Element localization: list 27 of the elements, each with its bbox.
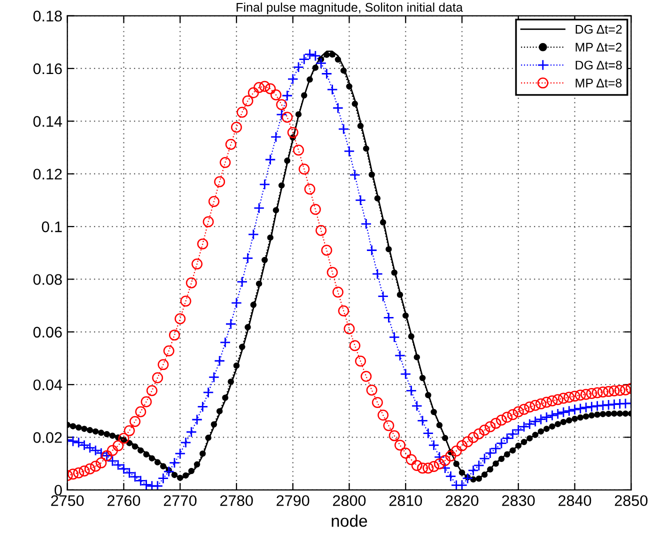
x-tick-label: 2750	[51, 495, 84, 506]
x-tick-label: 2760	[108, 495, 140, 506]
y-tick-label: 0.04	[33, 379, 62, 390]
x-tick-label: 2800	[333, 495, 366, 506]
y-tick-label: 0.1	[42, 221, 62, 232]
x-tick-label: 2820	[446, 495, 478, 506]
y-tick-label: 0.08	[33, 274, 62, 285]
y-tick-label: 0.16	[33, 63, 62, 74]
legend-label: DG Δt=8	[576, 60, 622, 70]
x-tick-label: 2850	[614, 495, 648, 506]
legend-label: MP Δt=2	[576, 42, 622, 52]
x-tick-label: 2840	[558, 495, 592, 506]
x-tick-label: 2830	[502, 495, 535, 506]
y-tick-label: 0.12	[33, 168, 62, 180]
x-tick-label: 2790	[276, 495, 310, 506]
x-axis-title: node	[332, 514, 368, 527]
chart-title: Final pulse magnitude, Soliton initial data	[236, 2, 463, 14]
y-tick-label: 0.14	[33, 116, 62, 127]
x-tick-label: 2810	[389, 495, 422, 506]
x-tick-label: 2770	[164, 495, 197, 506]
y-tick-label: 0.18	[33, 10, 62, 22]
legend-label: DG Δt=2	[576, 24, 622, 34]
x-tick-label: 2780	[220, 495, 253, 506]
legend-label: MP Δt=8	[576, 78, 622, 88]
y-tick-label: 0.02	[33, 432, 62, 443]
y-tick-label: 0	[54, 484, 62, 496]
y-tick-label: 0.06	[33, 326, 62, 338]
